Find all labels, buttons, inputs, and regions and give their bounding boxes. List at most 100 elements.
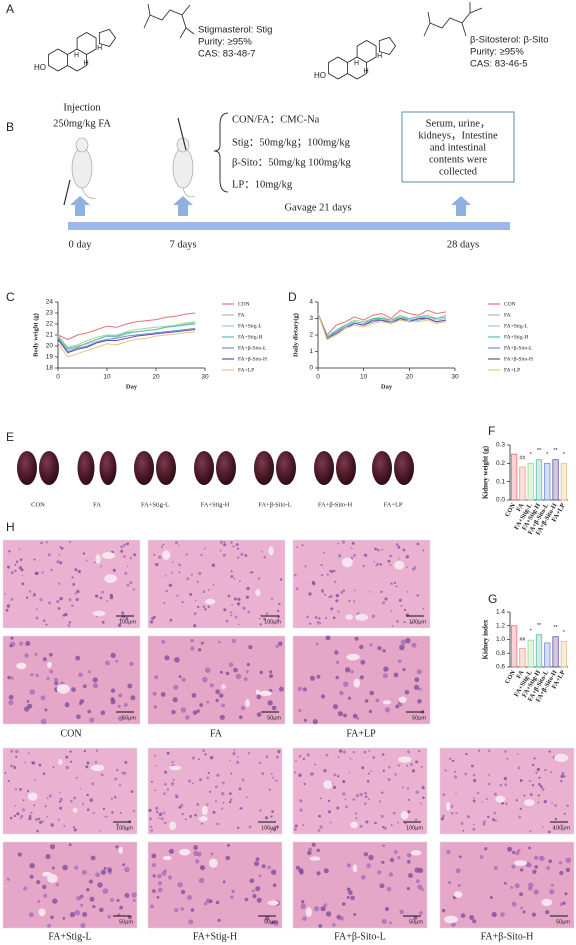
cell-nucleus (420, 888, 424, 892)
cell-nucleus (169, 618, 173, 622)
cell-nucleus (150, 828, 154, 832)
cell-nucleus (105, 815, 108, 818)
cell-nucleus (244, 554, 248, 557)
cell-nucleus (258, 617, 261, 620)
cell-nucleus (528, 846, 531, 850)
cell-nucleus (116, 768, 119, 772)
cell-nucleus (559, 870, 564, 876)
cell-nucleus (49, 844, 56, 850)
cell-nucleus (406, 887, 410, 891)
legend-label: FA+β-Sito-H (504, 356, 533, 362)
cell-nucleus (38, 817, 41, 821)
bar (511, 453, 518, 501)
cell-nucleus (18, 548, 21, 550)
cell-nucleus (381, 860, 385, 864)
tubule-lumen (258, 690, 272, 697)
cell-nucleus (533, 757, 536, 760)
tubule-lumen (350, 821, 359, 829)
significance: ** (537, 623, 542, 629)
cell-nucleus (71, 687, 76, 692)
cell-nucleus (204, 753, 207, 756)
cell-nucleus (267, 700, 273, 706)
cell-nucleus (270, 831, 272, 833)
y-tick-label: 3 (309, 315, 313, 322)
histology-image (292, 635, 431, 725)
tubule-lumen (267, 900, 279, 906)
cell-nucleus (302, 687, 307, 692)
cell-nucleus (45, 541, 48, 544)
cell-nucleus (238, 580, 241, 583)
cell-nucleus (504, 783, 508, 787)
cell-nucleus (472, 773, 476, 777)
cell-nucleus (172, 697, 178, 703)
cell-nucleus (418, 687, 422, 691)
y-tick-label: 0 (309, 365, 313, 372)
cell-nucleus (407, 750, 411, 754)
cell-nucleus (62, 917, 66, 920)
cell-nucleus (537, 769, 540, 772)
cell-nucleus (181, 601, 184, 604)
cell-nucleus (275, 755, 279, 759)
cell-nucleus (29, 874, 34, 879)
cell-nucleus (157, 887, 163, 893)
cell-nucleus (374, 547, 377, 551)
cell-nucleus (299, 808, 303, 812)
tubule-lumen (352, 864, 358, 873)
line-series (317, 313, 446, 338)
cell-nucleus (416, 669, 422, 675)
cell-nucleus (538, 783, 541, 786)
cell-nucleus (225, 671, 230, 676)
cell-nucleus (315, 642, 319, 646)
cell-nucleus (78, 672, 83, 678)
scale-bar-label: 100μm (553, 825, 570, 831)
x-tick-label: 0 (316, 374, 320, 381)
cell-nucleus (34, 571, 38, 576)
cell-nucleus (4, 592, 7, 595)
kidney-image (372, 451, 392, 485)
cell-nucleus (126, 565, 129, 568)
cell-nucleus (515, 851, 520, 856)
cell-nucleus (271, 810, 274, 813)
tubule-lumen (16, 662, 27, 670)
cell-nucleus (67, 624, 71, 627)
cell-nucleus (221, 807, 224, 810)
kidney-image (156, 451, 176, 485)
cell-nucleus (368, 772, 370, 775)
y-tick-label: 24 (46, 299, 54, 306)
kidney-image (276, 451, 296, 485)
cell-nucleus (110, 699, 116, 705)
cell-nucleus (29, 863, 35, 869)
x-tick-label: 10 (360, 374, 368, 381)
legend-label: FA+β-Sito-L (504, 345, 533, 351)
histology-image (439, 747, 575, 835)
cell-nucleus (388, 872, 394, 877)
cell-nucleus (410, 621, 413, 624)
y-tick-label: 1 (309, 348, 313, 355)
cell-nucleus (460, 821, 464, 825)
cell-nucleus (153, 615, 156, 619)
cell-nucleus (10, 749, 14, 753)
cell-nucleus (122, 863, 125, 867)
cell-nucleus (391, 625, 394, 627)
tubule-lumen (118, 846, 124, 854)
cell-nucleus (164, 655, 170, 661)
cell-nucleus (208, 589, 210, 591)
cell-nucleus (24, 653, 29, 658)
cell-nucleus (43, 619, 46, 622)
cell-nucleus (209, 683, 214, 688)
cell-nucleus (111, 797, 113, 800)
cell-nucleus (235, 543, 239, 546)
cell-nucleus (151, 863, 156, 868)
cell-nucleus (232, 545, 235, 548)
legend-label: FA+Stig-L (504, 323, 528, 329)
cell-nucleus (321, 574, 324, 576)
cell-nucleus (95, 616, 98, 618)
bar (552, 636, 559, 668)
cell-nucleus (446, 849, 451, 854)
tubule-lumen (198, 816, 208, 822)
cell-nucleus (531, 784, 535, 787)
day-label: 7 days (169, 239, 196, 250)
cell-nucleus (333, 773, 337, 777)
cell-nucleus (324, 593, 326, 596)
